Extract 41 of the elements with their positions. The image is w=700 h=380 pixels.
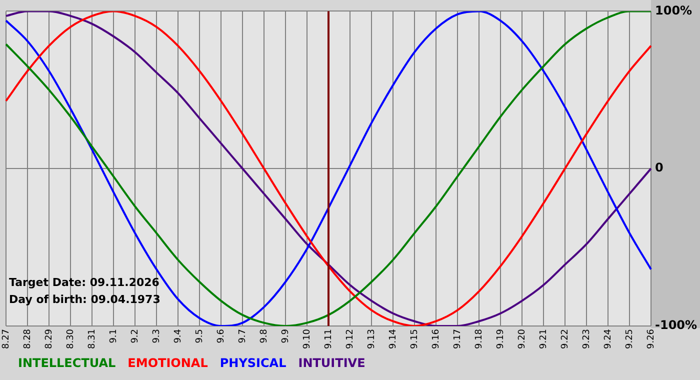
x-tick-label: 9.25: [624, 328, 635, 350]
text: PHYSICAL: [220, 356, 287, 370]
text: INTUITIVE: [298, 356, 366, 370]
x-tick-label: 9.13: [366, 328, 377, 350]
x-tick-label: 9.21: [538, 328, 549, 350]
y-tick-label: 100%: [655, 3, 692, 18]
x-tick-label: 9.23: [582, 328, 592, 350]
line-series: [5, 11, 652, 326]
x-tick-label: 9.9: [280, 328, 291, 344]
x-tick-label: 9.16: [431, 328, 442, 350]
x-tick-label: 9.3: [152, 328, 162, 344]
x-tick-label: 8.29: [44, 328, 54, 350]
x-tick-label: 9.8: [259, 328, 270, 344]
x-tick-label: 8.30: [66, 328, 76, 350]
x-tick-label: 9.10: [302, 328, 312, 350]
x-tick-label: 9.4: [173, 328, 184, 344]
x-tick-label: 9.24: [603, 328, 614, 350]
x-tick-label: 8.27: [1, 328, 12, 350]
x-tick-label: 8.28: [22, 328, 33, 350]
x-tick-label: 9.18: [474, 328, 484, 350]
x-tick-label: 9.12: [345, 328, 356, 350]
x-tick-label: 9.2: [130, 328, 140, 344]
x-tick-label: 9.6: [216, 328, 226, 344]
x-tick-label: 9.19: [496, 328, 506, 350]
x-tick-label: 8.31: [87, 328, 98, 350]
y-tick-label: -100%: [655, 318, 698, 332]
x-tick-label: 9.17: [452, 328, 463, 350]
annotation: Target Date: 09.11.2026: [9, 276, 160, 289]
y-tick-label: 0: [655, 160, 664, 175]
x-tick-label: 9.5: [194, 328, 205, 344]
x-tick-label: 9.14: [388, 328, 398, 350]
text: EMOTIONAL: [128, 356, 208, 370]
x-tick-label: 9.7: [238, 328, 248, 344]
annotation: Day of birth: 09.04.1973: [9, 292, 160, 306]
x-tick-label: 9.22: [560, 328, 570, 350]
x-tick-label: 9.11: [324, 328, 334, 350]
x-tick-label: 9.15: [410, 328, 420, 350]
x-tick-label: 9.20: [517, 328, 528, 350]
x-tick-label: 9.1: [108, 328, 119, 344]
x-tick-label: 9.26: [646, 328, 656, 350]
text: INTELLECTUAL: [18, 356, 116, 370]
